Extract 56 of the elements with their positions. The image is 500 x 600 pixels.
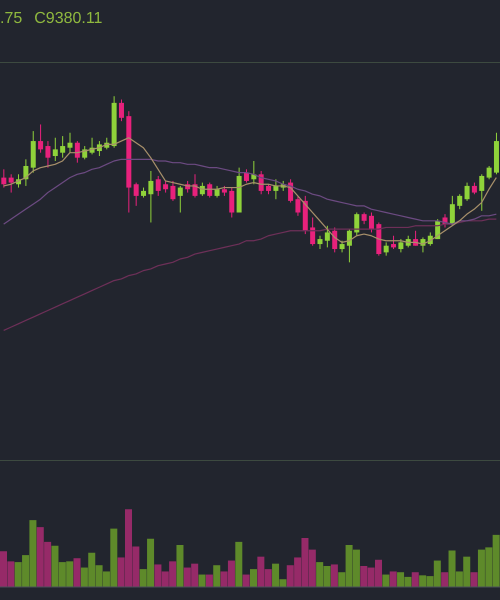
candlestick (23, 158, 28, 186)
candlestick (391, 235, 396, 250)
candlestick (266, 184, 272, 195)
candlestick (362, 212, 367, 225)
candlestick (170, 180, 176, 202)
candlestick (45, 140, 50, 168)
candlestick (398, 238, 404, 253)
candlestick (60, 136, 66, 158)
bar (412, 572, 419, 587)
bar (382, 574, 390, 587)
candlestick (68, 132, 72, 154)
bar (235, 542, 242, 587)
candlestick (118, 99, 124, 122)
candlestick (384, 242, 389, 256)
candlestick (222, 185, 227, 196)
candlestick (479, 174, 484, 212)
bar (250, 569, 257, 587)
candlestick (368, 212, 374, 233)
candlestick (1, 168, 6, 188)
candlestick (74, 140, 80, 164)
candlestick (134, 182, 139, 206)
candlestick (464, 182, 470, 202)
candlestick (354, 212, 360, 236)
bar (176, 545, 184, 587)
bar (242, 574, 250, 587)
bar (74, 558, 81, 587)
candlestick (340, 240, 345, 253)
candlestick (273, 178, 278, 200)
bar (441, 572, 448, 587)
candlestick (295, 195, 300, 216)
text: .75 (0, 10, 22, 28)
candlestick (244, 168, 249, 184)
candlestick (229, 187, 234, 218)
bar (470, 572, 478, 587)
candlestick (148, 170, 154, 223)
bar (198, 574, 206, 587)
bar (213, 565, 220, 587)
candlestick (52, 137, 58, 162)
candlestick (324, 225, 330, 248)
candlestick (318, 235, 322, 250)
candlestick (156, 175, 161, 196)
candlestick (457, 194, 462, 210)
bar (330, 564, 338, 587)
candlestick (486, 165, 492, 180)
candlestick (8, 174, 14, 194)
candlestick (141, 187, 146, 198)
candlestick (163, 180, 168, 194)
candlestick (38, 124, 44, 154)
candlestick (472, 182, 477, 195)
candlestick (450, 195, 455, 226)
candlestick (178, 185, 183, 213)
bar (390, 571, 397, 587)
candlestick (310, 216, 316, 246)
candlestick (214, 185, 220, 198)
text: C9380.11 (34, 10, 102, 28)
bar (206, 574, 213, 587)
